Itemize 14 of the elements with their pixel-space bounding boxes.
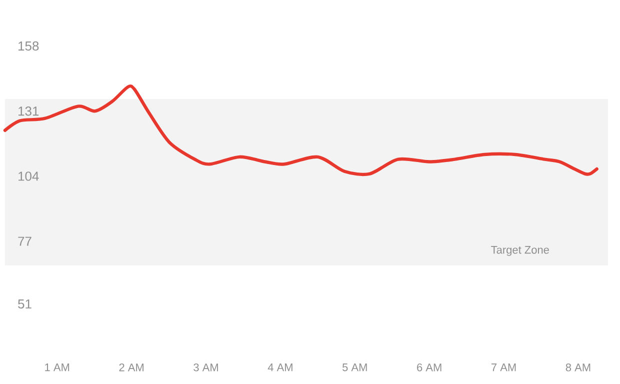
x-tick-label: 1 AM	[45, 364, 70, 372]
x-tick-label: 7 AM	[492, 364, 516, 372]
x-tick-label: 6 AM	[417, 364, 442, 372]
band-label: Target Zone	[491, 246, 549, 256]
y-tick-label: 51	[18, 299, 32, 309]
x-tick-label: 3 AM	[194, 364, 218, 372]
x-tick-label: 2 AM	[119, 364, 144, 372]
x-tick-label: 4 AM	[268, 364, 292, 372]
y-tick-label: 158	[18, 41, 39, 51]
y-tick-label: 104	[18, 172, 39, 181]
y-tick-label: 77	[18, 236, 32, 246]
x-tick-label: 5 AM	[342, 364, 367, 372]
y-tick-label: 131	[18, 106, 39, 116]
x-tick-label: 8 AM	[566, 364, 590, 372]
